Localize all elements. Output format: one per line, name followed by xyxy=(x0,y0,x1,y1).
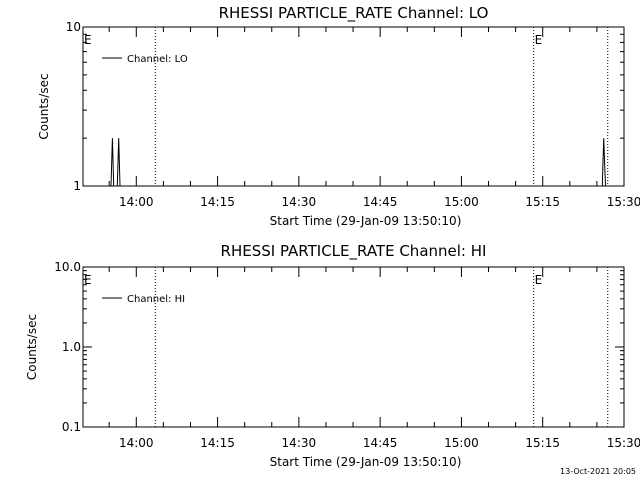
panel-hi: RHESSI PARTICLE_RATE Channel: HI 10.0 1.0 0… xyxy=(25,242,640,469)
y-axis-label: Counts/sec xyxy=(25,314,39,380)
x-tick-label: 14:15 xyxy=(200,195,235,209)
legend-entry: Channel: LO xyxy=(127,54,188,65)
x-tick-label: 14:15 xyxy=(200,436,235,450)
x-axis-label: Start Time (29-Jan-09 13:50:10) xyxy=(270,455,462,469)
x-tick-label: 15:15 xyxy=(525,436,560,450)
y-tick-label: 10.0 xyxy=(54,260,81,274)
y-tick-label: 1.0 xyxy=(62,340,81,354)
start-marker: E xyxy=(84,33,92,47)
y-tick-label: 0.1 xyxy=(62,420,81,434)
x-tick-label: 14:00 xyxy=(119,195,154,209)
x-tick-label: 14:00 xyxy=(119,436,154,450)
x-tick-label: 14:30 xyxy=(282,195,317,209)
plot-frame xyxy=(82,26,625,187)
y-tick-label: 1 xyxy=(73,179,81,193)
chart-title: RHESSI PARTICLE_RATE Channel: HI xyxy=(221,242,487,261)
x-tick-label: 15:30 xyxy=(607,195,640,209)
footer-timestamp: 13-Oct-2021 20:05 xyxy=(560,467,636,476)
x-tick-label: 15:00 xyxy=(444,436,479,450)
x-tick-label: 15:00 xyxy=(444,195,479,209)
event-label: E xyxy=(535,33,543,47)
x-tick-label: 14:30 xyxy=(282,436,317,450)
y-tick-label: 10 xyxy=(66,20,81,34)
x-axis-label: Start Time (29-Jan-09 13:50:10) xyxy=(270,214,462,228)
x-tick-label: 14:45 xyxy=(363,436,398,450)
panel-lo: RHESSI PARTICLE_RATE Channel: LO 10 1 14:00… xyxy=(37,4,640,228)
event-label: E xyxy=(535,273,543,287)
y-axis-label: Counts/sec xyxy=(37,73,51,139)
plot-frame xyxy=(82,266,625,428)
chart-title: RHESSI PARTICLE_RATE Channel: LO xyxy=(219,4,489,23)
start-marker: E xyxy=(84,273,92,287)
x-tick-label: 14:45 xyxy=(363,195,398,209)
x-tick-label: 15:15 xyxy=(525,195,560,209)
series-line xyxy=(110,138,606,187)
x-tick-label: 15:30 xyxy=(607,436,640,450)
legend-entry: Channel: HI xyxy=(127,294,185,305)
